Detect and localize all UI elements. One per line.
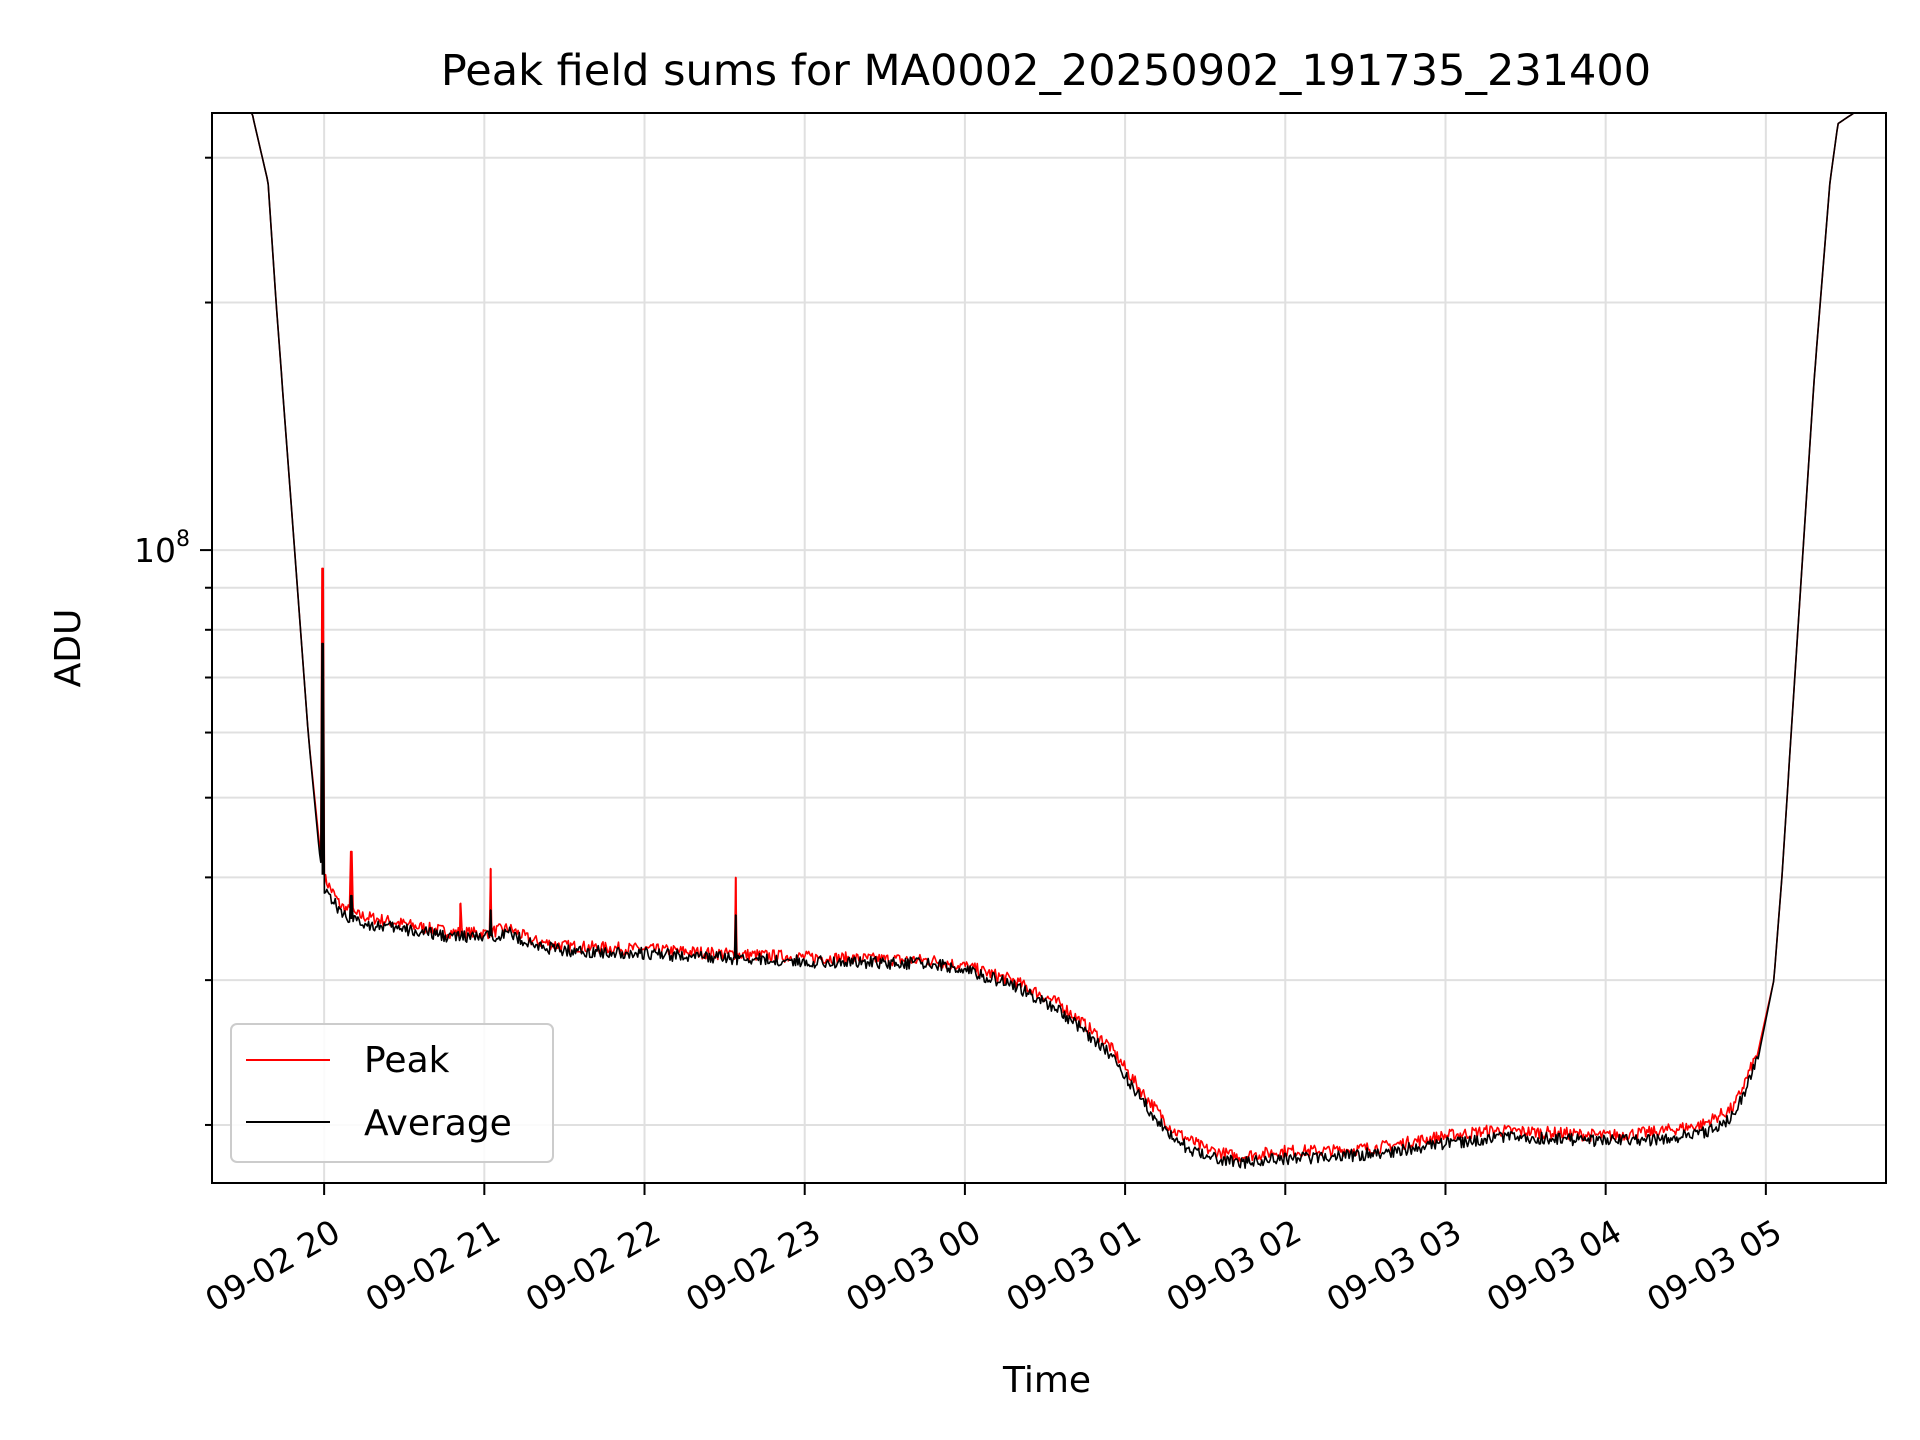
x-tick-label: 09-03 04 bbox=[1480, 1212, 1628, 1320]
x-tick-label: 09-03 01 bbox=[999, 1212, 1147, 1320]
plot-frame bbox=[211, 112, 1887, 1184]
legend-box bbox=[230, 1023, 554, 1163]
chart-title: Peak field sums for MA0002_20250902_1917… bbox=[441, 46, 1651, 96]
x-axis: 09-02 20 09-02 21 09-02 22 09-02 23 09-03 00… bbox=[199, 1183, 1788, 1320]
x-tick-label: 09-03 02 bbox=[1160, 1212, 1308, 1320]
legend: Peak Average bbox=[230, 1023, 554, 1163]
y-axis: 108 bbox=[134, 156, 212, 1126]
y-tick-exponent: 8 bbox=[176, 527, 190, 552]
x-tick-label: 09-02 21 bbox=[359, 1212, 507, 1320]
y-axis-label: ADU bbox=[48, 609, 89, 688]
x-tick-label: 09-02 22 bbox=[519, 1212, 667, 1320]
series-line-average bbox=[212, 112, 1886, 1169]
series-layer bbox=[212, 112, 1886, 1169]
x-tick-label: 09-03 03 bbox=[1320, 1212, 1468, 1320]
legend-label-average: Average bbox=[364, 1103, 512, 1144]
x-tick-label: 09-03 00 bbox=[839, 1212, 987, 1320]
x-tick-label: 09-03 05 bbox=[1640, 1212, 1788, 1320]
gridlines bbox=[212, 113, 1886, 1183]
y-tick-label: 108 bbox=[134, 527, 190, 570]
legend-label-peak: Peak bbox=[364, 1040, 450, 1081]
x-tick-label: 09-02 23 bbox=[679, 1212, 827, 1320]
y-tick-base: 10 bbox=[134, 531, 176, 570]
x-tick-label: 09-02 20 bbox=[199, 1212, 347, 1320]
x-axis-label: Time bbox=[1002, 1360, 1091, 1401]
